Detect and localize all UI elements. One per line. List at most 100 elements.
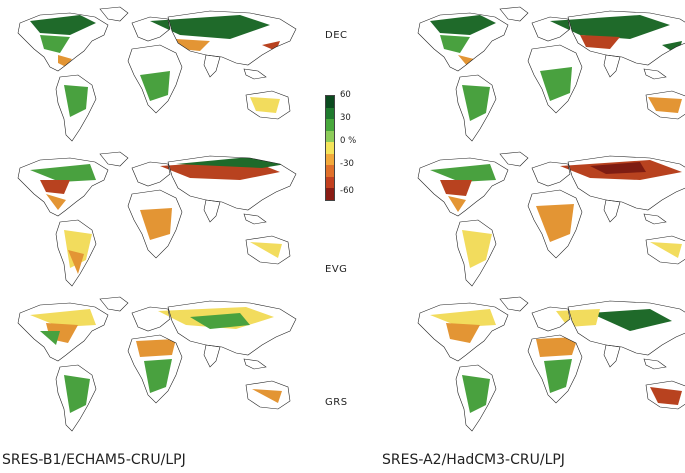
- coastline: [203, 344, 221, 368]
- colorbar-tick-label: -30: [340, 159, 354, 169]
- coastline: [567, 155, 685, 211]
- change-patch: [144, 359, 172, 393]
- world-map-svg: [417, 151, 685, 287]
- coastline: [527, 44, 583, 114]
- colorbar-segment: [326, 153, 334, 166]
- change-patch: [430, 309, 496, 327]
- coastline: [527, 189, 583, 259]
- change-patch: [462, 375, 490, 413]
- coastline: [131, 161, 171, 187]
- coastline: [645, 235, 685, 265]
- coastline: [499, 296, 529, 312]
- change-patch: [446, 323, 480, 343]
- change-patch: [250, 242, 282, 258]
- change-patch: [580, 35, 620, 49]
- change-patch: [68, 250, 84, 274]
- coastline: [131, 306, 171, 332]
- scenario-right-label: SRES-A2/HadCM3-CRU/LPJ: [382, 452, 565, 468]
- coastline: [603, 344, 621, 368]
- map-dec-right: [400, 5, 685, 150]
- coastline: [531, 161, 571, 187]
- change-patch: [64, 85, 88, 117]
- change-patch: [40, 180, 70, 194]
- landmass: [604, 55, 620, 77]
- change-patch: [536, 337, 578, 357]
- change-patch: [64, 375, 90, 413]
- coastline: [417, 157, 509, 217]
- landmass: [204, 200, 220, 222]
- change-patch: [590, 309, 672, 331]
- coastline: [167, 155, 297, 211]
- colorbar-tick-label: 0 %: [340, 136, 357, 146]
- change-patch: [650, 387, 682, 405]
- landmass: [532, 162, 570, 186]
- change-patch: [430, 15, 496, 35]
- change-patch: [136, 339, 176, 357]
- row-label-evg: EVG: [325, 264, 348, 275]
- change-patch: [440, 35, 470, 53]
- change-patch: [46, 194, 66, 210]
- colorbar-tick-label: 30: [340, 113, 351, 123]
- landmass: [204, 345, 220, 367]
- coastline: [455, 219, 497, 287]
- coastline: [131, 16, 171, 42]
- map-evg-right: [400, 150, 685, 295]
- change-patch: [140, 208, 172, 240]
- coastline: [167, 300, 297, 356]
- colorbar-segment: [326, 188, 334, 200]
- coastline: [643, 358, 667, 370]
- coastline: [603, 54, 621, 78]
- coastline: [455, 74, 497, 142]
- coastline: [245, 380, 291, 410]
- coastline: [167, 10, 297, 66]
- colorbar-segment: [326, 165, 334, 177]
- change-patch: [150, 15, 270, 39]
- landmass: [132, 162, 170, 186]
- coastline: [243, 358, 267, 370]
- coastline: [55, 219, 97, 287]
- change-patch: [462, 85, 490, 121]
- change-patch: [430, 164, 496, 182]
- world-map-svg: [417, 296, 685, 432]
- landmass: [132, 307, 170, 331]
- change-patch: [30, 15, 96, 35]
- coastline: [55, 364, 97, 432]
- row-label-grs: GRS: [325, 397, 348, 408]
- coastline: [455, 364, 497, 432]
- coastline: [527, 334, 583, 404]
- coastline: [603, 199, 621, 223]
- coastline: [643, 213, 667, 225]
- coastline: [243, 68, 267, 80]
- change-patch: [650, 242, 682, 258]
- coastline: [643, 68, 667, 80]
- coastline: [17, 12, 109, 72]
- change-patch: [40, 331, 60, 345]
- coastline: [417, 302, 509, 362]
- map-grs-left: [0, 295, 300, 440]
- landmass: [204, 55, 220, 77]
- coastline: [17, 157, 109, 217]
- coastline: [243, 213, 267, 225]
- change-patch: [252, 389, 282, 403]
- colorbar-tick-label: 60: [340, 90, 351, 100]
- scenario-left-label: SRES-B1/ECHAM5-CRU/LPJ: [2, 452, 186, 468]
- row-label-dec: DEC: [325, 30, 348, 41]
- change-patch: [462, 230, 492, 268]
- colorbar-segment: [326, 96, 334, 108]
- coastline: [645, 380, 685, 410]
- colorbar-segment: [326, 119, 334, 131]
- coastline: [567, 10, 685, 66]
- change-patch: [250, 97, 280, 113]
- coastline: [417, 12, 509, 72]
- coastline: [99, 296, 129, 312]
- world-map-svg: [17, 6, 297, 142]
- coastline: [17, 302, 109, 362]
- world-map-svg: [417, 6, 685, 142]
- landmass: [604, 345, 620, 367]
- change-patch: [590, 162, 646, 174]
- change-patch: [448, 196, 466, 212]
- change-patch: [64, 230, 92, 268]
- coastline: [531, 16, 571, 42]
- change-patch: [540, 67, 572, 101]
- coastline: [55, 74, 97, 142]
